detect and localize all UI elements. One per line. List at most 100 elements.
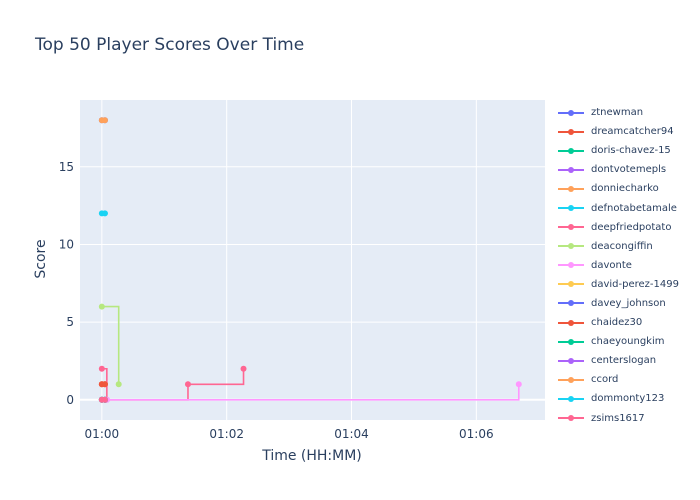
legend-label: deepfriedpotato (591, 221, 672, 233)
legend-swatch-marker (568, 128, 574, 135)
legend-swatch-marker (568, 166, 574, 173)
legend-swatch-marker (568, 185, 574, 192)
legend-label: dreamcatcher94 (591, 126, 674, 138)
legend[interactable]: ztnewman dreamcatcher94 doris-chavez-15 don… (555, 103, 700, 423)
x-tick-label: 01:00 (85, 427, 120, 441)
y-axis-label: Score (33, 239, 49, 278)
series-line (101, 305, 120, 385)
legend-label: davonte (591, 259, 632, 271)
data-point (115, 381, 122, 388)
x-axis-label: Time (HH:MM) (261, 448, 362, 464)
data-point (101, 117, 108, 124)
legend-item[interactable]: doris-chavez-15 (555, 141, 700, 160)
legend-swatch (558, 166, 584, 173)
legend-swatch-marker (568, 357, 574, 364)
y-tick-label: 5 (66, 315, 74, 329)
legend-label: ccord (591, 374, 619, 386)
legend-swatch-marker (568, 147, 574, 154)
legend-label: ztnewman (591, 107, 644, 119)
x-tick-label: 01:02 (209, 427, 244, 441)
legend-item[interactable]: david-perez-1499 (555, 275, 700, 294)
x-tick-labels: 01:00 01:02 01:04 01:06 (85, 427, 494, 441)
data-point (98, 365, 105, 372)
legend-swatch-marker (568, 376, 574, 383)
x-tick-label: 01:06 (459, 427, 494, 441)
legend-item[interactable]: dontvotemepls (555, 160, 700, 179)
legend-swatch (558, 243, 584, 250)
legend-item[interactable]: ztnewman (555, 103, 700, 122)
data-point (101, 381, 108, 388)
legend-swatch (558, 395, 584, 402)
legend-swatch (558, 205, 584, 212)
legend-swatch-marker (568, 281, 574, 288)
legend-label: dommonty123 (591, 393, 665, 405)
legend-swatch (558, 338, 584, 345)
legend-label: chaeyoungkim (591, 336, 665, 348)
data-point (98, 303, 105, 310)
series-group (98, 117, 522, 403)
legend-label: defnotabetamale (591, 202, 677, 214)
series-deacongiffin (98, 303, 122, 388)
legend-label: dontvotemepls (591, 164, 667, 176)
legend-swatch (558, 147, 584, 154)
legend-item[interactable]: dommonty123 (555, 389, 700, 408)
legend-label: david-perez-1499 (591, 278, 679, 290)
series-donniecharko (98, 117, 108, 124)
data-point (184, 381, 191, 388)
legend-label: doris-chavez-15 (591, 145, 671, 157)
legend-item[interactable]: ccord (555, 370, 700, 389)
legend-swatch-marker (568, 338, 574, 345)
legend-swatch (558, 185, 584, 192)
x-tick-label: 01:04 (334, 427, 369, 441)
legend-label: zsims1617 (591, 412, 645, 423)
y-tick-label: 0 (66, 393, 74, 407)
legend-label: deacongiffin (591, 240, 653, 252)
legend-label: centerslogan (591, 355, 657, 367)
legend-swatch-marker (568, 415, 574, 422)
legend-label: donniecharko (591, 183, 659, 195)
legend-swatch-marker (568, 319, 574, 326)
legend-item[interactable]: deepfriedpotato (555, 218, 700, 237)
legend-swatch (558, 281, 584, 288)
legend-item[interactable]: centerslogan (555, 351, 700, 370)
chart-title: Top 50 Player Scores Over Time (34, 35, 304, 55)
legend-swatch-marker (568, 262, 574, 269)
legend-swatch-marker (568, 395, 574, 402)
series-line (106, 384, 520, 401)
y-tick-label: 10 (59, 237, 74, 251)
legend-item[interactable]: defnotabetamale (555, 198, 700, 217)
legend-swatch (558, 376, 584, 383)
legend-swatch (558, 357, 584, 364)
legend-swatch-marker (568, 300, 574, 307)
legend-item[interactable]: chaeyoungkim (555, 332, 700, 351)
data-point (515, 381, 522, 388)
data-point (101, 396, 108, 403)
legend-item[interactable]: zsims1617 (555, 409, 700, 423)
legend-item[interactable]: deacongiffin (555, 237, 700, 256)
legend-swatch-marker (568, 205, 574, 212)
legend-swatch-marker (568, 109, 574, 116)
series-chaidez30 (98, 381, 108, 388)
legend-swatch-marker (568, 224, 574, 231)
legend-item[interactable]: chaidez30 (555, 313, 700, 332)
plot-background (80, 100, 545, 420)
legend-item[interactable]: dreamcatcher94 (555, 122, 700, 141)
legend-item[interactable]: donniecharko (555, 179, 700, 198)
legend-swatch (558, 300, 584, 307)
legend-label: davey_johnson (591, 297, 666, 309)
series-davonte (103, 381, 522, 403)
legend-item[interactable]: davonte (555, 256, 700, 275)
data-point (240, 365, 247, 372)
legend-swatch (558, 262, 584, 269)
legend-item[interactable]: davey_johnson (555, 294, 700, 313)
data-point (101, 210, 108, 217)
legend-swatch (558, 128, 584, 135)
series-defnotabetamale (98, 210, 108, 217)
legend-swatch-marker (568, 243, 574, 250)
y-tick-label: 15 (59, 160, 74, 174)
legend-swatch (558, 224, 584, 231)
y-tick-labels: 0 5 10 15 (59, 160, 74, 407)
series-zsims1617 (98, 396, 108, 403)
legend-swatch (558, 109, 584, 116)
